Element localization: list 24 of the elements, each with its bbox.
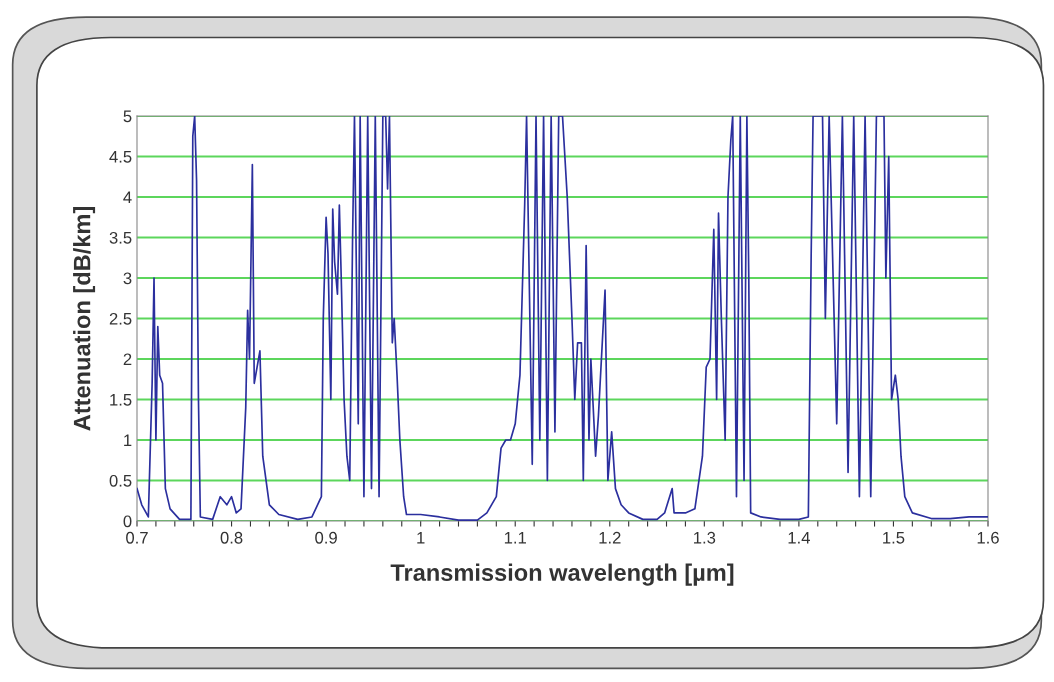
y-tick-label: 0.5 — [109, 474, 132, 487]
y-tick-label: 0 — [123, 515, 132, 528]
y-tick-label: 4 — [123, 191, 132, 204]
x-axis-title: Transmission wavelength [µm] — [390, 563, 734, 586]
y-tick-label: 3.5 — [109, 231, 132, 244]
x-tick-label: 0.8 — [220, 531, 243, 544]
x-tick-label: 1.4 — [788, 532, 810, 544]
x-tick-label: 1.3 — [694, 531, 716, 544]
y-axis-title: Attenuation [dB/km] — [73, 207, 96, 431]
x-tick-label: 0.7 — [126, 531, 148, 544]
x-tick-label: 1.5 — [883, 532, 905, 544]
y-tick-label: 2 — [123, 353, 132, 366]
y-tick-label: 5 — [123, 110, 132, 123]
y-tick-label: 4.5 — [109, 151, 132, 163]
y-tick-label: 2.5 — [109, 312, 132, 325]
x-tick-label: 1.1 — [504, 532, 526, 544]
x-tick-label: 1.6 — [977, 531, 999, 544]
y-tick-label: 1 — [124, 434, 132, 447]
x-tick-label: 1.2 — [599, 531, 621, 544]
y-tick-label: 1.5 — [110, 394, 132, 406]
line-series — [137, 116, 988, 521]
y-tick-label: 3 — [123, 272, 132, 285]
x-tick-label: 0.9 — [315, 531, 337, 544]
x-tick-label: 1 — [417, 532, 425, 544]
